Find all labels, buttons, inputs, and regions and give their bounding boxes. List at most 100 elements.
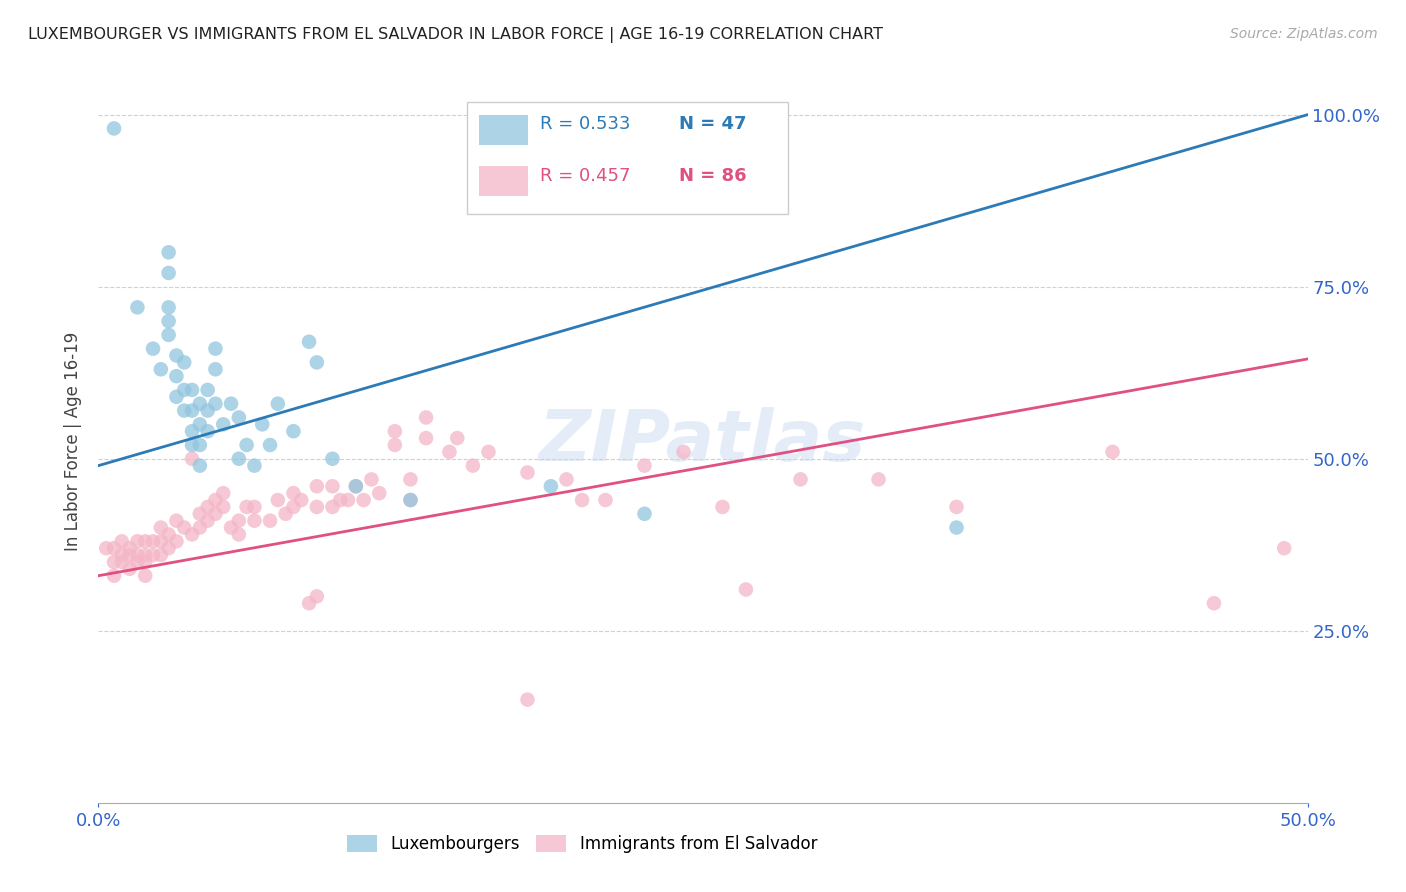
Point <box>439 445 461 459</box>
Point <box>446 431 468 445</box>
Text: LUXEMBOURGER VS IMMIGRANTS FROM EL SALVADOR IN LABOR FORCE | AGE 16-19 CORRELATI: LUXEMBOURGER VS IMMIGRANTS FROM EL SALVA… <box>28 27 883 43</box>
Point <box>188 417 211 432</box>
Point <box>243 500 266 514</box>
Legend: Luxembourgers, Immigrants from El Salvador: Luxembourgers, Immigrants from El Salvad… <box>340 828 824 860</box>
Point <box>219 397 242 411</box>
Point <box>219 520 242 534</box>
Point <box>1101 445 1123 459</box>
Point <box>118 548 141 562</box>
Point <box>103 555 125 569</box>
Point <box>181 403 204 417</box>
Point <box>181 527 204 541</box>
Point <box>149 534 172 549</box>
Point <box>197 500 219 514</box>
Point <box>181 383 204 397</box>
Point <box>399 472 422 486</box>
Point <box>157 541 180 556</box>
Point <box>259 438 281 452</box>
Point <box>142 342 165 356</box>
Point <box>212 486 235 500</box>
Point <box>384 424 406 438</box>
Point <box>555 472 578 486</box>
Text: ZIPatlas: ZIPatlas <box>540 407 866 476</box>
Point <box>516 692 538 706</box>
Text: N = 86: N = 86 <box>679 167 747 185</box>
Point <box>118 541 141 556</box>
Point <box>127 301 149 315</box>
Point <box>111 548 134 562</box>
Point <box>212 500 235 514</box>
Point <box>633 507 655 521</box>
Point <box>540 479 562 493</box>
Point <box>252 417 274 432</box>
Point <box>165 390 187 404</box>
Point <box>157 245 180 260</box>
Point <box>360 472 382 486</box>
Point <box>305 500 328 514</box>
Point <box>212 417 235 432</box>
Point <box>157 301 180 315</box>
Point <box>149 548 172 562</box>
Point <box>134 555 156 569</box>
Point <box>344 479 367 493</box>
Point <box>243 458 266 473</box>
Point <box>283 486 305 500</box>
Point <box>134 568 156 582</box>
Point <box>274 507 297 521</box>
Point <box>197 383 219 397</box>
Text: R = 0.533: R = 0.533 <box>540 115 630 133</box>
Point <box>415 410 437 425</box>
Point <box>235 500 257 514</box>
Point <box>283 500 305 514</box>
Point <box>305 355 328 369</box>
Point <box>1272 541 1295 556</box>
Point <box>149 362 172 376</box>
Point <box>321 451 343 466</box>
Point <box>204 397 226 411</box>
Point <box>204 362 226 376</box>
FancyBboxPatch shape <box>479 115 527 145</box>
Point <box>235 438 257 452</box>
Point <box>173 355 195 369</box>
Point <box>283 424 305 438</box>
Point <box>633 458 655 473</box>
Point <box>384 438 406 452</box>
Point <box>516 466 538 480</box>
Point <box>477 445 499 459</box>
FancyBboxPatch shape <box>467 102 787 214</box>
Point <box>353 493 375 508</box>
Point <box>173 403 195 417</box>
Point <box>173 383 195 397</box>
Point <box>157 314 180 328</box>
Point <box>157 266 180 280</box>
Point <box>118 562 141 576</box>
Text: R = 0.457: R = 0.457 <box>540 167 630 185</box>
Point <box>111 534 134 549</box>
Point <box>259 514 281 528</box>
Point <box>103 568 125 582</box>
Point <box>595 493 617 508</box>
Y-axis label: In Labor Force | Age 16-19: In Labor Force | Age 16-19 <box>65 332 83 551</box>
Point <box>945 520 967 534</box>
Point <box>399 493 422 508</box>
Point <box>305 479 328 493</box>
Point <box>321 479 343 493</box>
Point <box>188 520 211 534</box>
Point <box>173 520 195 534</box>
Point <box>672 445 695 459</box>
Point <box>228 527 250 541</box>
Point <box>181 438 204 452</box>
Point <box>337 493 360 508</box>
Point <box>290 493 312 508</box>
Point <box>149 520 172 534</box>
Point <box>298 334 321 349</box>
FancyBboxPatch shape <box>479 166 527 196</box>
Point <box>96 541 118 556</box>
Point <box>415 431 437 445</box>
Text: Source: ZipAtlas.com: Source: ZipAtlas.com <box>1230 27 1378 41</box>
Point <box>329 493 352 508</box>
Point <box>228 410 250 425</box>
Point <box>204 342 226 356</box>
Point <box>735 582 758 597</box>
Point <box>188 397 211 411</box>
